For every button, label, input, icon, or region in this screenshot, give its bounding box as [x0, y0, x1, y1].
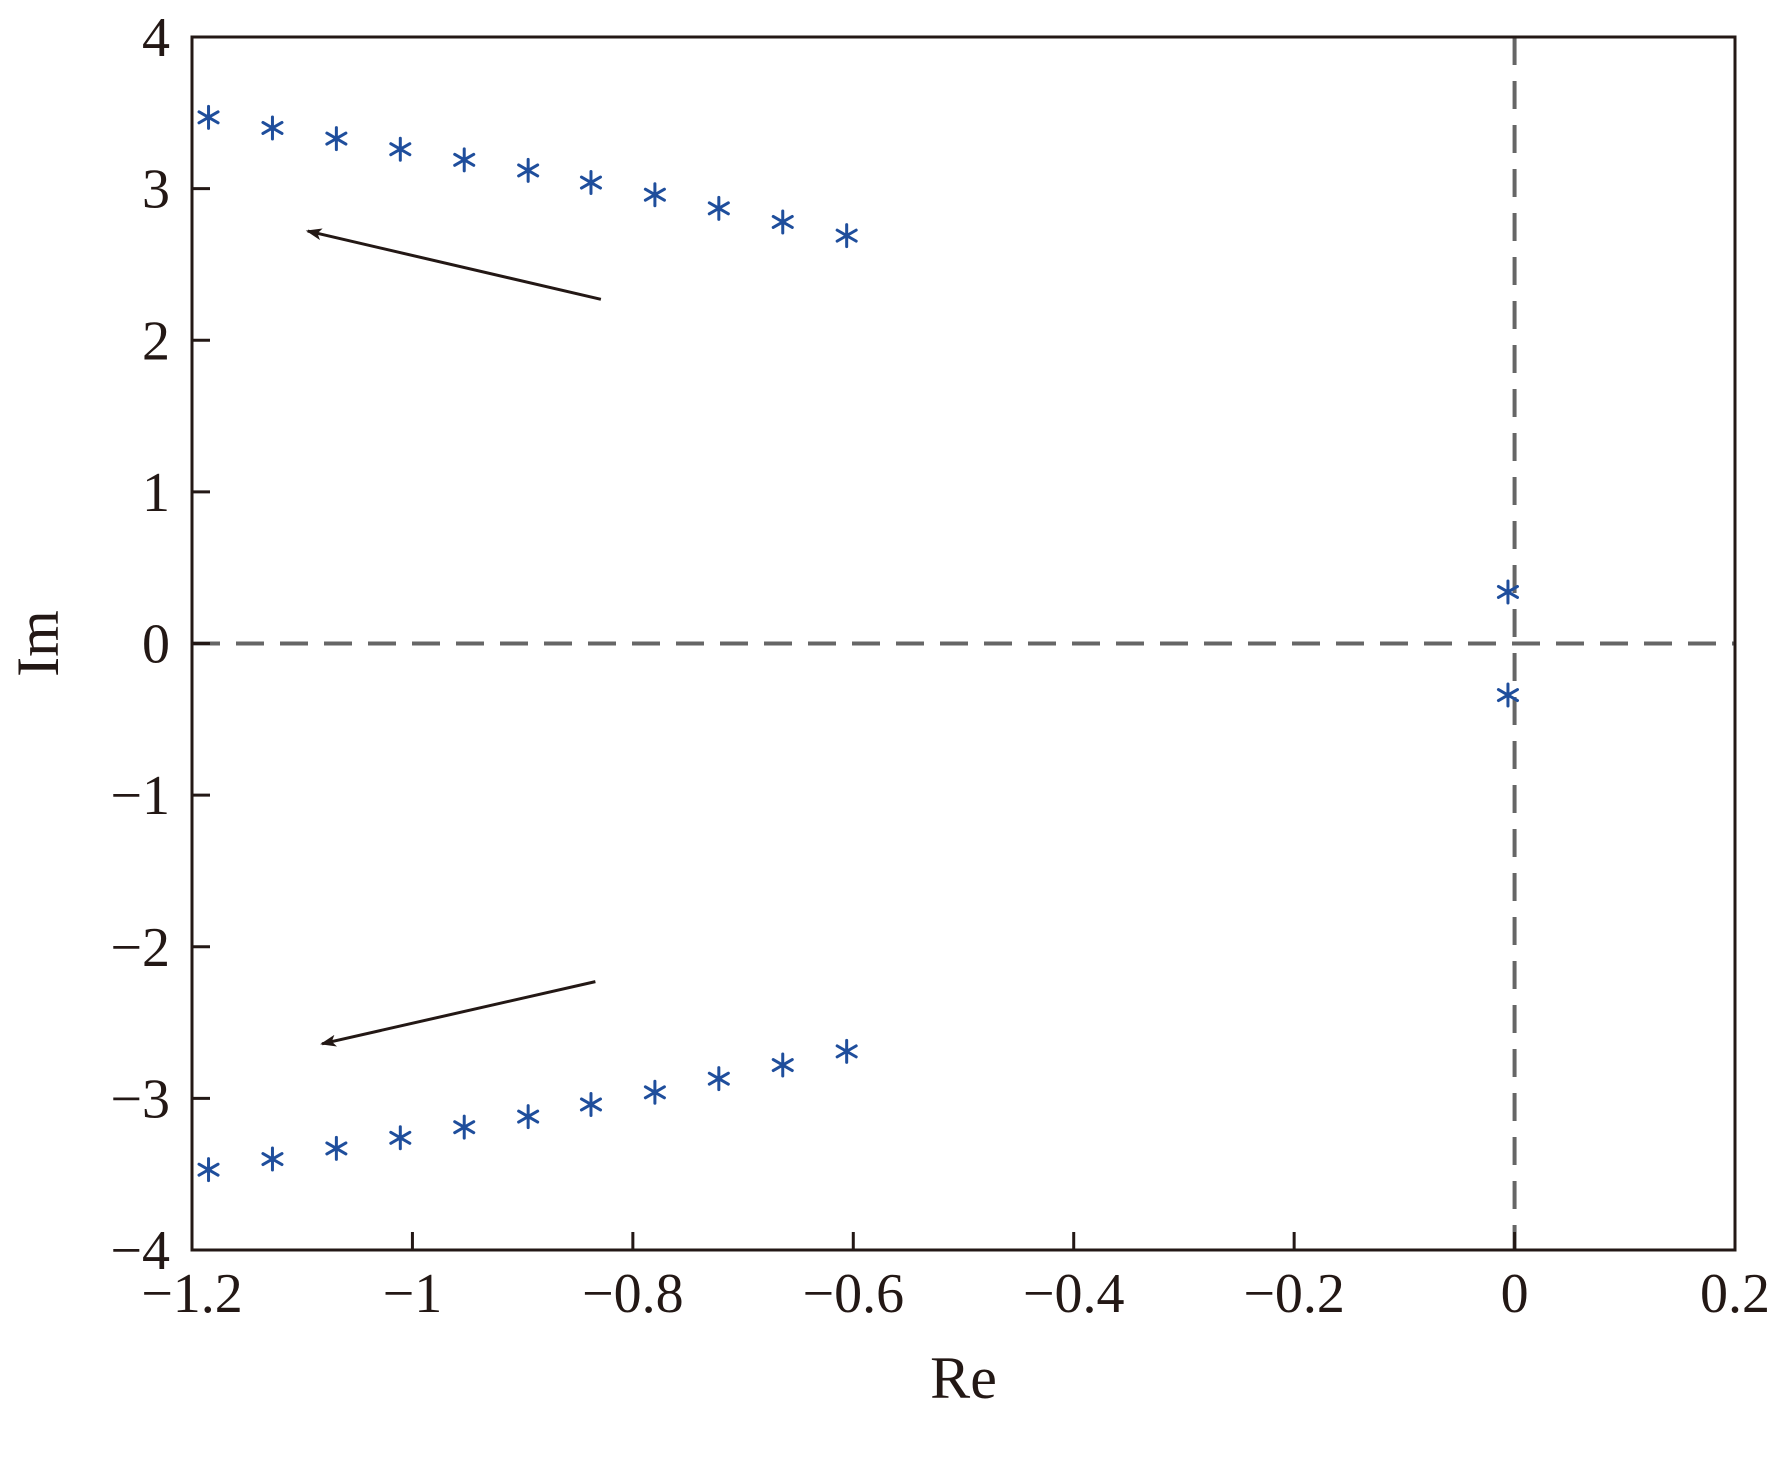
data-point: [771, 1052, 794, 1078]
x-tick-label: −0.8: [582, 1263, 684, 1325]
asterisk-marker: [771, 209, 794, 235]
y-tick-label: 1: [142, 462, 170, 524]
asterisk-marker: [579, 1091, 603, 1117]
data-point: [197, 104, 220, 130]
reference-lines: [192, 37, 1735, 1250]
asterisk-marker: [835, 223, 858, 249]
asterisk-marker: [1496, 682, 1519, 708]
x-tick-label: 0.2: [1700, 1263, 1770, 1325]
asterisk-marker: [707, 1066, 730, 1092]
data-point: [1496, 579, 1519, 605]
asterisk-marker: [197, 104, 220, 130]
asterisk-marker: [261, 115, 284, 141]
data-point: [325, 1135, 348, 1161]
data-point: [389, 1125, 412, 1151]
y-tick-label: −3: [110, 1068, 170, 1130]
annotations: [305, 228, 602, 1047]
x-tick-label: −1: [383, 1263, 443, 1325]
data-point: [835, 223, 858, 249]
data-point: [1496, 682, 1519, 708]
y-tick-label: −4: [110, 1220, 170, 1282]
data-point: [579, 170, 603, 196]
asterisk-marker: [643, 1079, 666, 1105]
x-tick-label: 0: [1501, 1263, 1529, 1325]
asterisk-marker: [517, 1104, 540, 1130]
asterisk-marker: [453, 147, 476, 173]
asterisk-marker: [1496, 579, 1519, 605]
asterisk-marker: [771, 1052, 794, 1078]
data-point: [389, 136, 412, 162]
y-tick-label: −2: [110, 917, 170, 979]
y-tick-label: 3: [142, 159, 170, 221]
annotation-arrow: [305, 228, 602, 301]
asterisk-marker: [261, 1146, 284, 1172]
data-point: [197, 1157, 220, 1183]
data-point: [517, 157, 540, 183]
x-tick-label: −1.2: [141, 1263, 243, 1325]
x-tick-label: −0.6: [802, 1263, 904, 1325]
y-tick-label: −1: [110, 765, 170, 827]
data-point: [453, 147, 476, 173]
asterisk-marker: [325, 126, 348, 152]
y-tick-label: 2: [142, 310, 170, 372]
y-tick-label: 4: [142, 7, 170, 69]
y-tick-label: 0: [142, 614, 170, 676]
data-point: [453, 1114, 476, 1140]
data-point: [771, 209, 794, 235]
x-tick-label: −0.4: [1023, 1263, 1125, 1325]
data-point: [835, 1038, 858, 1064]
asterisk-marker: [707, 195, 730, 221]
x-tick-label: −0.2: [1243, 1263, 1345, 1325]
data-point: [707, 195, 730, 221]
y-axis-label: Im: [5, 610, 71, 677]
data-point: [261, 1146, 284, 1172]
asterisk-marker: [325, 1135, 348, 1161]
data-point: [261, 115, 284, 141]
data-point: [643, 182, 666, 208]
asterisk-marker: [453, 1114, 476, 1140]
data-point: [579, 1091, 603, 1117]
annotation-arrow: [320, 980, 596, 1047]
asterisk-marker: [579, 170, 603, 196]
data-point: [643, 1079, 666, 1105]
y-axis-ticks: −4 −3 −2 −1 0 1 2 3 4: [110, 7, 210, 1282]
x-axis-ticks: −1.2 −1 −0.8 −0.6 −0.4 −0.2 0 0.2: [141, 1232, 1770, 1325]
asterisk-marker: [389, 136, 412, 162]
x-axis-label: Re: [930, 1345, 997, 1411]
data-point: [517, 1104, 540, 1130]
asterisk-marker: [517, 157, 540, 183]
asterisk-marker: [389, 1125, 412, 1151]
asterisk-marker: [835, 1038, 858, 1064]
asterisk-marker: [197, 1157, 220, 1183]
asterisk-marker: [643, 182, 666, 208]
data-points: [197, 104, 1519, 1183]
data-point: [325, 126, 348, 152]
data-point: [707, 1066, 730, 1092]
